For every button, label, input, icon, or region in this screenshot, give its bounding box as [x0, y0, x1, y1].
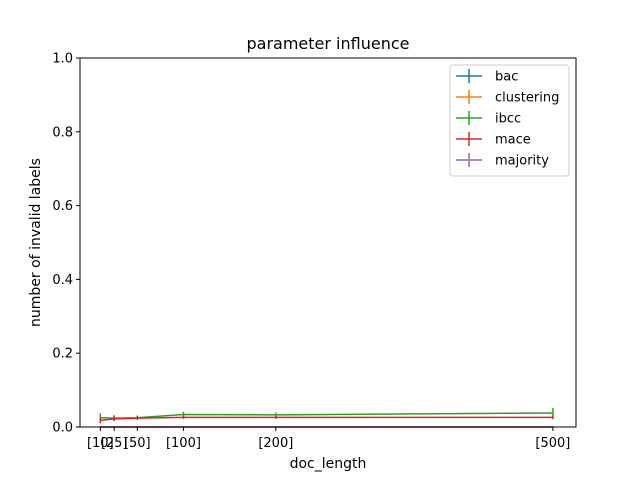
legend-label: clustering: [495, 91, 559, 106]
series-line-ibcc: [100, 412, 553, 419]
data-point-ibcc: [182, 413, 185, 416]
data-point-ibcc: [552, 412, 554, 414]
legend-label: ibcc: [495, 112, 521, 127]
data-point-mace: [552, 416, 554, 419]
data-point-mace: [182, 416, 185, 419]
series-mace: [99, 415, 554, 424]
y-tick-label: 0.4: [52, 273, 73, 288]
axes: 0.0 0.2 0.4 0.6 0.8 1.0 [10][25][50] [100] [200]…: [52, 52, 570, 452]
x-tick-label: [500]: [535, 436, 570, 451]
legend-item-ibcc: ibcc: [456, 111, 521, 127]
y-tick-label: 0.0: [52, 421, 73, 436]
data-point-mace: [136, 417, 139, 419]
chart-title: parameter influence: [247, 34, 410, 53]
x-tick-label: [50]: [124, 436, 151, 451]
x-tick-label: [10]: [87, 436, 114, 451]
data-point-mace: [275, 416, 277, 419]
y-tick-label: 1.0: [52, 52, 73, 67]
x-tick-label: [25]: [101, 436, 128, 451]
legend-item-clustering: clustering: [456, 90, 559, 106]
series-line-mace: [100, 416, 553, 422]
x-tick-label: [100]: [166, 436, 201, 451]
legend-item-majority: majority: [456, 153, 549, 169]
data-point-mace: [113, 418, 115, 420]
data-point-ibcc: [275, 414, 277, 416]
y-tick-label: 0.6: [52, 199, 73, 214]
data-point-mace: [99, 419, 102, 422]
plot-frame: [79, 57, 577, 428]
legend-label: majority: [495, 154, 549, 169]
legend-label: bac: [495, 70, 518, 85]
legend-item-mace: mace: [456, 132, 531, 148]
y-tick-label: 0.2: [52, 347, 73, 362]
x-tick-label: [200]: [258, 436, 293, 451]
legend: bac clustering ibcc mace majority: [449, 64, 570, 177]
legend-label: mace: [495, 133, 531, 148]
y-axis-label: number of invalid labels: [28, 158, 44, 327]
y-tick-label: 0.8: [52, 125, 73, 140]
x-axis-label: doc_length: [290, 456, 367, 472]
legend-box: [449, 64, 570, 177]
legend-item-bac: bac: [456, 69, 518, 85]
